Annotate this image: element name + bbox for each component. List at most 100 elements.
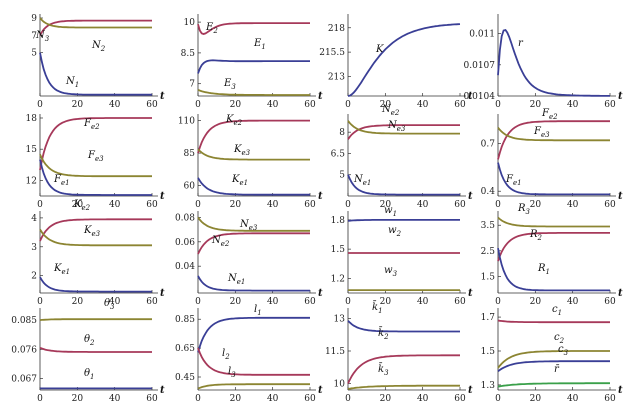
x-tick-label: 60: [604, 100, 616, 110]
series-line-Ke3c: [39, 228, 152, 247]
series-label-Ne1d: Ne1: [227, 273, 245, 286]
x-axis-label: t: [318, 288, 323, 299]
series-label-E1: E1: [253, 38, 266, 51]
series-line-Ke1: [197, 177, 310, 196]
x-tick-label: 0: [495, 200, 501, 210]
series-line-w1: [347, 219, 460, 222]
x-tick-label: 60: [454, 394, 466, 404]
series-line-Ke2c: [39, 218, 152, 242]
x-tick-label: 60: [604, 394, 616, 404]
series-line-Ke3: [197, 148, 310, 161]
x-tick-label: 0: [37, 100, 43, 110]
series-line-l3: [197, 383, 310, 390]
x-tick-label: 20: [72, 297, 84, 307]
x-tick-label: 60: [454, 200, 466, 210]
x-axis-label: t: [160, 288, 165, 299]
series-label-Ke2: Ke2: [225, 114, 243, 127]
series-label-l1: l1: [254, 304, 262, 317]
y-tick-label: 110: [178, 117, 195, 127]
x-tick-label: 20: [72, 200, 84, 210]
x-tick-label: 60: [604, 200, 616, 210]
x-tick-label: 0: [195, 394, 201, 404]
y-tick-label: 0.06: [175, 238, 195, 248]
series-line-Fe2: [39, 117, 152, 171]
series-label-w3: w3: [384, 265, 398, 278]
y-tick-label: 8.5: [181, 49, 196, 59]
x-axis-label: t: [318, 385, 323, 396]
y-tick-label: 1.8: [331, 216, 346, 226]
x-tick-label: 0: [345, 297, 351, 307]
x-tick-label: 20: [230, 200, 242, 210]
series-line-E3: [197, 88, 310, 96]
series-label-theta3: θ3: [104, 298, 115, 311]
series-line-Fe3: [39, 154, 152, 178]
series-label-theta1: θ1: [84, 368, 95, 381]
panel-p23: 0 20 40 60t 8 6.5 5 Ne2 Ne3 Ne1: [331, 104, 473, 210]
x-tick-label: 40: [567, 297, 579, 307]
y-tick-label: 1.2: [331, 274, 345, 284]
series-label-N1: N1: [65, 76, 79, 89]
series-label-w1: w1: [384, 205, 397, 218]
y-tick-label: 1.7: [481, 313, 496, 323]
series-label-E3: E3: [223, 78, 236, 91]
x-axis-label: t: [468, 288, 473, 299]
series-label-R1: R1: [537, 263, 550, 276]
y-tick-label: 5: [31, 49, 37, 59]
y-tick-label: 5: [339, 171, 345, 181]
y-tick-label: 0.0104: [464, 92, 496, 102]
x-tick-label: 60: [304, 200, 316, 210]
y-tick-label: 7: [189, 80, 195, 90]
series-line-k1: [347, 320, 460, 333]
x-tick-label: 20: [230, 100, 242, 110]
x-tick-label: 0: [495, 100, 501, 110]
series-line-N3: [39, 19, 152, 36]
x-tick-label: 40: [567, 100, 579, 110]
x-tick-label: 20: [530, 394, 542, 404]
x-axis-label: t: [318, 191, 323, 202]
series-label-Ke3: Ke3: [233, 144, 251, 157]
x-axis-label: t: [318, 91, 323, 102]
y-tick-label: 1.5: [481, 272, 496, 282]
x-tick-label: 40: [267, 394, 279, 404]
series-line-E2: [197, 22, 310, 35]
x-tick-label: 20: [380, 297, 392, 307]
y-tick-label: 1.5: [481, 347, 496, 357]
series-line-K: [347, 23, 461, 97]
series-label-l2: l2: [222, 348, 230, 361]
series-line-l1: [197, 316, 310, 353]
x-tick-label: 60: [146, 100, 158, 110]
series-label-rbar: r̄: [554, 364, 560, 375]
y-tick-label: 1.3: [481, 381, 496, 391]
y-tick-label: 85: [184, 149, 196, 159]
x-tick-label: 40: [109, 297, 121, 307]
x-axis-label: t: [468, 191, 473, 202]
series-label-Ne2: Ne2: [381, 104, 400, 117]
x-tick-label: 60: [454, 297, 466, 307]
series-label-Fe3: Fe3: [87, 150, 104, 163]
series-label-w2: w2: [388, 225, 402, 238]
series-label-k2: k̄2: [378, 327, 389, 341]
y-tick-label: 0.85: [175, 315, 195, 325]
series-label-Ne2d: Ne2: [211, 235, 230, 248]
x-tick-label: 20: [230, 394, 242, 404]
x-tick-label: 20: [380, 394, 392, 404]
x-tick-label: 40: [109, 200, 121, 210]
series-label-r: r: [518, 38, 524, 49]
y-tick-label: 9: [31, 14, 37, 24]
y-tick-label: 0.067: [11, 375, 37, 385]
x-tick-label: 60: [146, 394, 158, 404]
x-tick-label: 20: [530, 297, 542, 307]
y-tick-label: 0.65: [175, 344, 195, 354]
series-label-Ne1: Ne1: [353, 174, 371, 187]
x-tick-label: 40: [417, 200, 429, 210]
series-line-Ne2d: [197, 232, 310, 255]
y-tick-label: 18: [26, 114, 38, 124]
x-axis-label: t: [618, 191, 623, 202]
y-tick-label: 10: [184, 18, 196, 28]
x-tick-label: 20: [380, 100, 392, 110]
